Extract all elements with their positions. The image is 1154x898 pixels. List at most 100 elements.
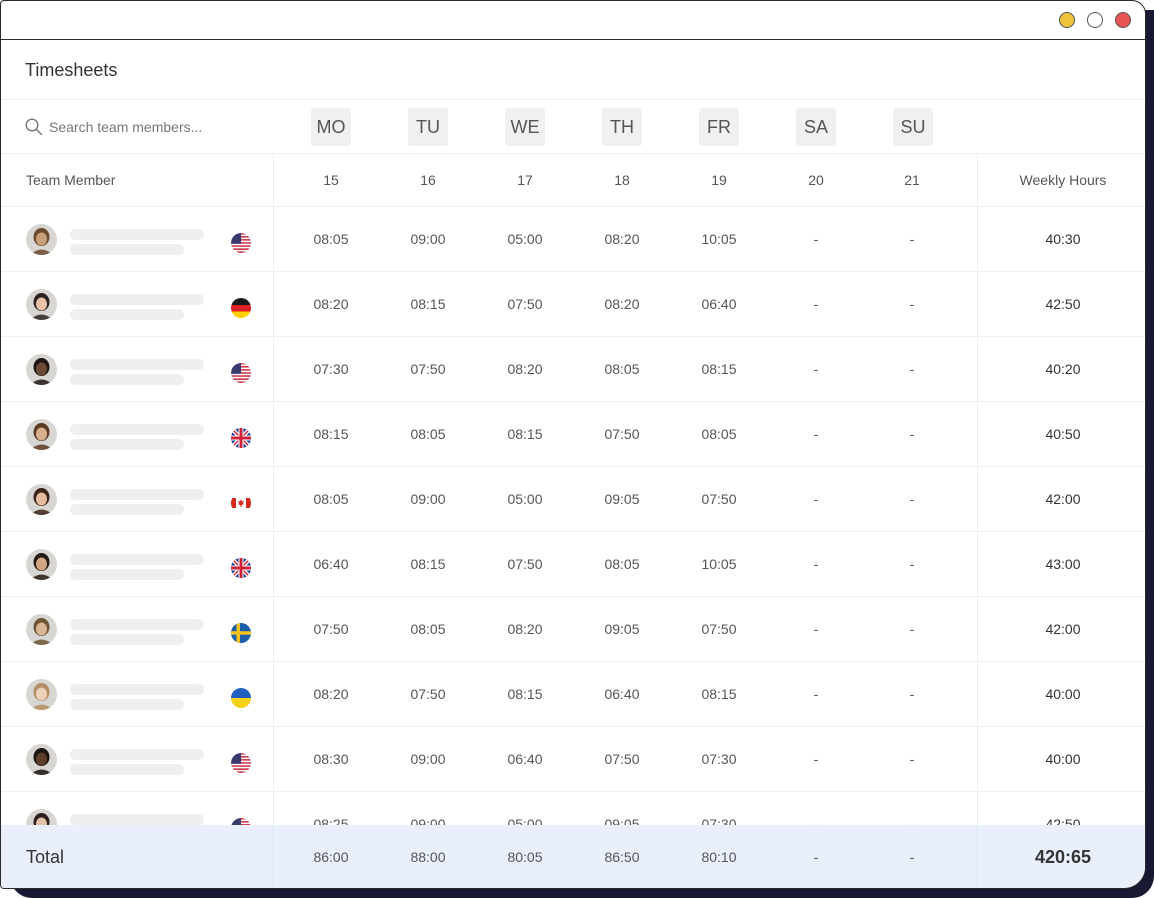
hours-cell[interactable]: 08:15 — [507, 426, 543, 442]
hours-cell[interactable]: 10:05 — [701, 231, 737, 247]
hours-cell[interactable]: - — [909, 816, 915, 832]
close-button[interactable] — [1115, 12, 1131, 28]
hours-cell[interactable]: 09:00 — [410, 491, 446, 507]
day-pill-fr[interactable]: FR — [699, 108, 739, 146]
hours-cell[interactable]: 08:20 — [313, 296, 349, 312]
hours-cell[interactable]: 07:50 — [410, 361, 446, 377]
hours-cell[interactable]: - — [813, 686, 819, 702]
hours-cell[interactable]: 08:20 — [507, 621, 543, 637]
hours-cell[interactable]: 06:40 — [313, 556, 349, 572]
day-pill-su[interactable]: SU — [893, 108, 933, 146]
hours-cell[interactable]: 08:05 — [313, 491, 349, 507]
role-placeholder — [70, 764, 184, 775]
column-divider — [273, 825, 274, 888]
hours-cell[interactable]: 07:50 — [507, 296, 543, 312]
hours-cell[interactable]: - — [813, 296, 819, 312]
hours-cell[interactable]: 08:20 — [604, 231, 640, 247]
name-placeholder — [70, 554, 204, 565]
hours-cell[interactable]: 07:50 — [701, 491, 737, 507]
hours-cell[interactable]: 10:05 — [701, 556, 737, 572]
day-pill-sa[interactable]: SA — [796, 108, 836, 146]
hours-cell[interactable]: - — [813, 426, 819, 442]
hours-cell[interactable]: - — [813, 231, 819, 247]
hours-cell[interactable]: 07:30 — [313, 361, 349, 377]
hours-cell[interactable]: 07:50 — [604, 751, 640, 767]
hours-cell[interactable]: 08:20 — [507, 361, 543, 377]
hours-cell[interactable]: - — [909, 686, 915, 702]
hours-cell[interactable]: - — [909, 621, 915, 637]
flag-gb-icon — [231, 428, 251, 448]
hours-cell[interactable]: - — [909, 751, 915, 767]
table-row[interactable]: 06:40 08:15 07:50 08:05 10:05 - - 43:00 — [1, 532, 1145, 597]
table-row[interactable]: 08:20 08:15 07:50 08:20 06:40 - - 42:50 — [1, 272, 1145, 337]
column-divider — [977, 825, 978, 888]
hours-cell[interactable]: 08:05 — [604, 361, 640, 377]
day-date: 17 — [517, 172, 533, 188]
minimize-button[interactable] — [1059, 12, 1075, 28]
flag-us-icon — [231, 753, 251, 773]
hours-cell[interactable]: - — [909, 361, 915, 377]
day-pill-mo[interactable]: MO — [311, 108, 351, 146]
hours-cell[interactable]: - — [813, 556, 819, 572]
name-placeholder — [70, 424, 204, 435]
table-row[interactable]: 07:50 08:05 08:20 09:05 07:50 - - 42:00 — [1, 597, 1145, 662]
hours-cell[interactable]: 08:15 — [701, 686, 737, 702]
hours-cell[interactable]: 06:40 — [701, 296, 737, 312]
hours-cell[interactable]: 06:40 — [507, 751, 543, 767]
hours-cell[interactable]: - — [813, 816, 819, 832]
day-date: 20 — [808, 172, 824, 188]
day-date: 21 — [904, 172, 920, 188]
hours-cell[interactable]: - — [909, 491, 915, 507]
hours-cell[interactable]: 05:00 — [507, 231, 543, 247]
table-row[interactable]: 08:05 09:00 05:00 08:20 10:05 - - 40:30 — [1, 207, 1145, 272]
row-divider — [1, 596, 1145, 597]
hours-cell[interactable]: 08:05 — [701, 426, 737, 442]
hours-cell[interactable]: - — [909, 296, 915, 312]
hours-cell[interactable]: 09:05 — [604, 621, 640, 637]
hours-cell[interactable]: 06:40 — [604, 686, 640, 702]
maximize-button[interactable] — [1087, 12, 1103, 28]
row-divider — [1, 726, 1145, 727]
hours-cell[interactable]: 08:05 — [410, 426, 446, 442]
table-row[interactable]: 08:20 07:50 08:15 06:40 08:15 - - 40:00 — [1, 662, 1145, 727]
hours-cell[interactable]: 07:50 — [507, 556, 543, 572]
hours-cell[interactable]: 07:30 — [701, 751, 737, 767]
hours-cell[interactable]: 08:15 — [313, 426, 349, 442]
hours-cell[interactable]: - — [909, 231, 915, 247]
table-row[interactable]: 08:05 09:00 05:00 09:05 07:50 - - 42:00 — [1, 467, 1145, 532]
hours-cell[interactable]: - — [813, 491, 819, 507]
hours-cell[interactable]: 07:50 — [313, 621, 349, 637]
row-divider — [1, 336, 1145, 337]
hours-cell[interactable]: 08:05 — [313, 231, 349, 247]
hours-cell[interactable]: - — [813, 751, 819, 767]
search-input[interactable] — [49, 117, 259, 137]
search-box[interactable] — [25, 117, 265, 139]
hours-cell[interactable]: 08:15 — [410, 296, 446, 312]
hours-cell[interactable]: 08:15 — [507, 686, 543, 702]
hours-cell[interactable]: 07:50 — [701, 621, 737, 637]
hours-cell[interactable]: 09:05 — [604, 491, 640, 507]
table-row[interactable]: 07:30 07:50 08:20 08:05 08:15 - - 40:20 — [1, 337, 1145, 402]
day-pill-th[interactable]: TH — [602, 108, 642, 146]
hours-cell[interactable]: - — [909, 556, 915, 572]
hours-cell[interactable]: - — [909, 426, 915, 442]
hours-cell[interactable]: - — [813, 621, 819, 637]
day-pill-we[interactable]: WE — [505, 108, 545, 146]
row-divider — [1, 271, 1145, 272]
hours-cell[interactable]: 08:05 — [410, 621, 446, 637]
hours-cell[interactable]: 08:20 — [313, 686, 349, 702]
hours-cell[interactable]: 08:30 — [313, 751, 349, 767]
hours-cell[interactable]: 07:50 — [410, 686, 446, 702]
hours-cell[interactable]: 09:00 — [410, 751, 446, 767]
hours-cell[interactable]: 08:20 — [604, 296, 640, 312]
hours-cell[interactable]: 08:15 — [410, 556, 446, 572]
hours-cell[interactable]: 08:15 — [701, 361, 737, 377]
hours-cell[interactable]: 05:00 — [507, 491, 543, 507]
hours-cell[interactable]: 07:50 — [604, 426, 640, 442]
table-row[interactable]: 08:30 09:00 06:40 07:50 07:30 - - 40:00 — [1, 727, 1145, 792]
hours-cell[interactable]: - — [813, 361, 819, 377]
hours-cell[interactable]: 09:00 — [410, 231, 446, 247]
day-pill-tu[interactable]: TU — [408, 108, 448, 146]
hours-cell[interactable]: 08:05 — [604, 556, 640, 572]
table-row[interactable]: 08:15 08:05 08:15 07:50 08:05 - - 40:50 — [1, 402, 1145, 467]
